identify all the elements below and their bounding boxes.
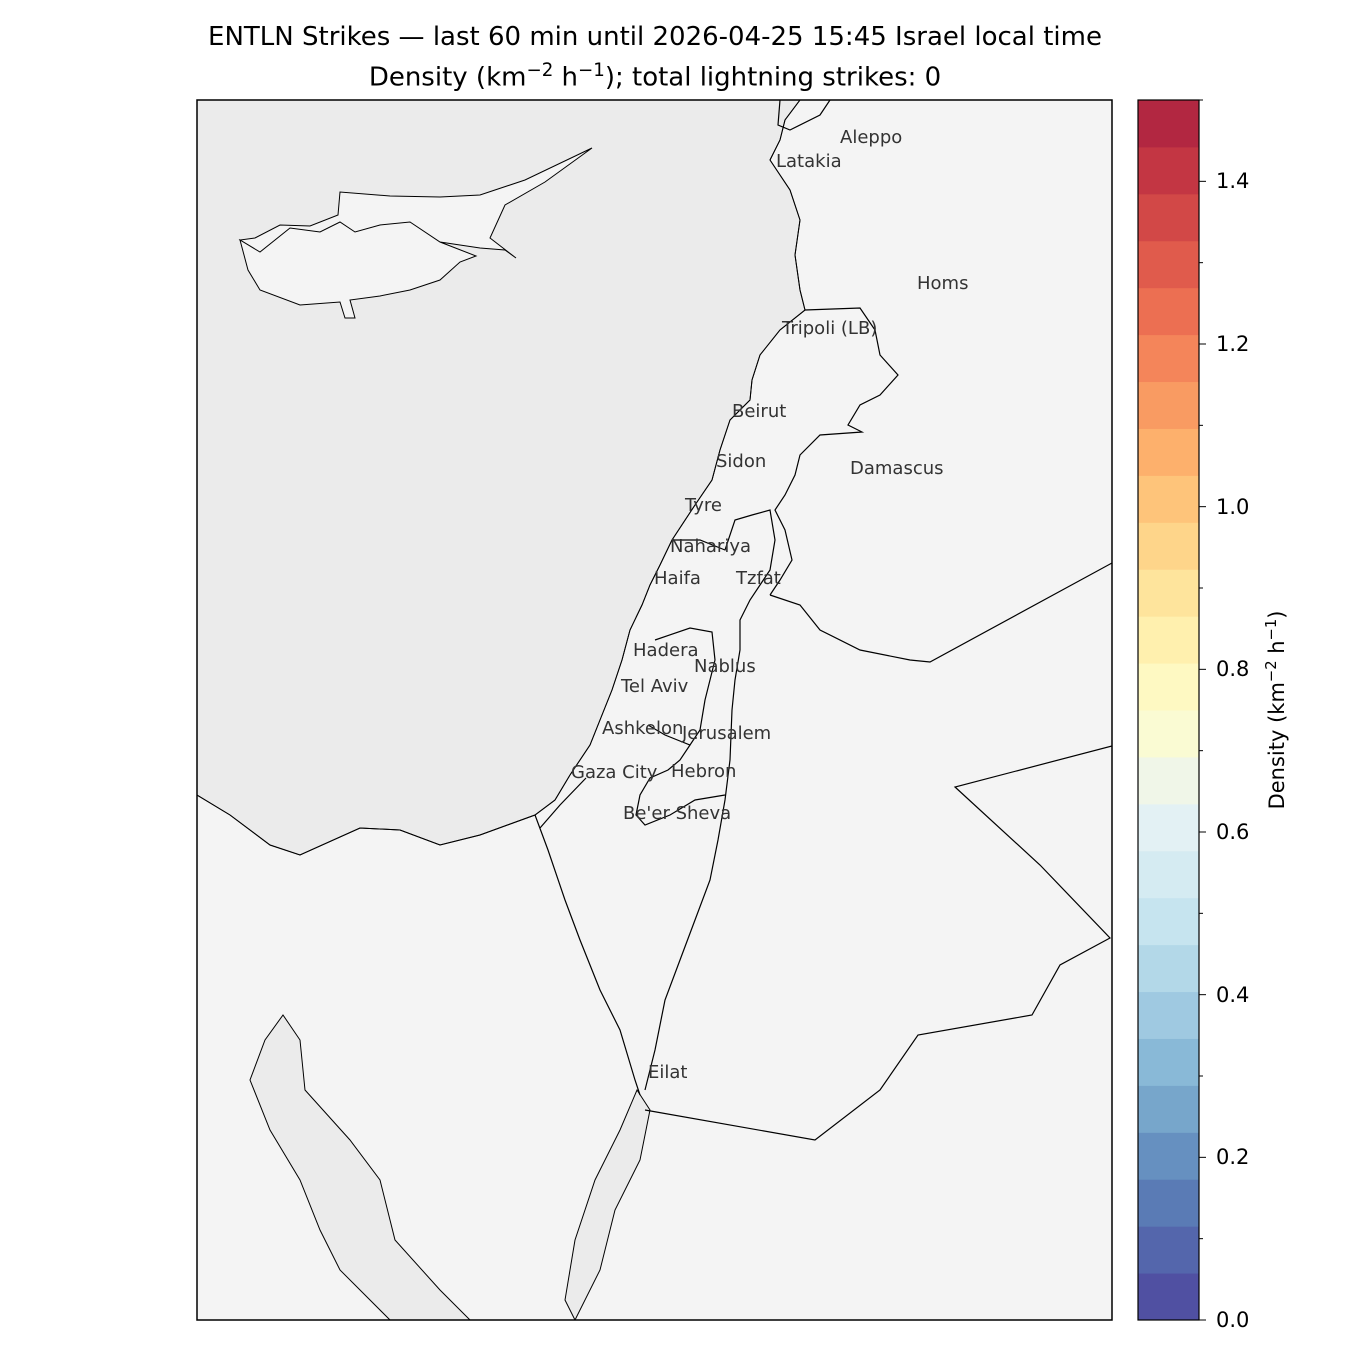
colorbar-tick-label: 0.6	[1216, 820, 1250, 844]
colorbar-segment	[1138, 1085, 1199, 1133]
gulf-of-suez	[249, 1014, 471, 1320]
colorbar-segment	[1138, 334, 1199, 383]
map-title: ENTLN Strikes — last 60 min until 2026-0…	[208, 22, 1102, 52]
city-label-hebron: Hebron	[671, 761, 736, 782]
colorbar-segment	[1138, 193, 1199, 242]
colorbar-tick-label: 1.4	[1216, 169, 1250, 194]
city-label-ashkelon: Ashkelon	[602, 718, 683, 739]
colorbar-segment	[1138, 428, 1199, 476]
city-label-homs: Homs	[917, 273, 968, 294]
city-labels: Aleppo Latakia Homs Tripoli (LB) Beirut Sidon…	[571, 127, 968, 1083]
gulf-of-aqaba	[564, 1088, 651, 1320]
colorbar	[1137, 99, 1206, 1321]
city-label-tyre: Tyre	[684, 495, 722, 516]
colorbar-segment	[1138, 944, 1199, 993]
colorbar-segment	[1138, 475, 1199, 523]
colorbar-segment	[1138, 1273, 1199, 1321]
city-label-damascus: Damascus	[850, 458, 944, 479]
colorbar-segment	[1138, 1179, 1199, 1227]
colorbar-segment	[1138, 850, 1199, 899]
colorbar-segment	[1138, 146, 1199, 195]
colorbar-segment	[1138, 240, 1199, 289]
city-label-tripoli-lb: Tripoli (LB)	[781, 318, 877, 339]
city-label-hadera: Hadera	[633, 640, 699, 661]
coastlines	[197, 100, 806, 856]
colorbar-frame	[1137, 99, 1200, 1321]
colorbar-segment	[1138, 381, 1199, 429]
map-frame	[196, 99, 1113, 1321]
city-label-aleppo: Aleppo	[840, 127, 902, 148]
city-label-tel-aviv: Tel Aviv	[620, 676, 689, 697]
city-label-nablus: Nablus	[694, 656, 756, 677]
colorbar-segment	[1138, 1038, 1199, 1086]
colorbar-segment	[1138, 710, 1199, 758]
cyprus-island	[238, 147, 593, 319]
colorbar-segment	[1138, 991, 1199, 1039]
colorbar-tick-label: 1.0	[1216, 494, 1250, 519]
city-label-beirut: Beirut	[732, 401, 786, 422]
map-subtitle: Density (km−2 h−1); total lightning stri…	[368, 60, 942, 93]
city-label-haifa: Haifa	[654, 568, 701, 589]
colorbar-segment	[1138, 1226, 1199, 1274]
colorbar-segment	[1138, 1132, 1199, 1180]
colorbar-segment	[1138, 287, 1199, 336]
city-label-tzfat: Tzfat	[735, 568, 781, 589]
colorbar-tick-label: 0.8	[1216, 657, 1250, 682]
colorbar-segment	[1138, 803, 1199, 852]
city-label-latakia: Latakia	[776, 151, 842, 172]
colorbar-segment	[1138, 616, 1199, 664]
colorbar-segment	[1138, 100, 1199, 148]
colorbar-tick-label: 1.2	[1216, 332, 1250, 356]
colorbar-label: Density (km−2 h−1)	[1263, 610, 1289, 810]
colorbar-tick-label: 0.0	[1216, 1308, 1250, 1332]
colorbar-segment	[1138, 663, 1199, 711]
city-label-sidon: Sidon	[716, 451, 766, 472]
colorbar-segment	[1138, 569, 1199, 617]
colorbar-tick-label: 0.4	[1216, 982, 1250, 1007]
city-label-nahariya: Nahariya	[670, 536, 751, 557]
city-label-gaza-city: Gaza City	[571, 762, 658, 783]
city-label-be-er-sheva: Be'er Sheva	[623, 803, 731, 824]
colorbar-segment	[1138, 897, 1199, 946]
colorbar-segment	[1138, 522, 1199, 570]
colorbar-tick-label: 0.2	[1216, 1145, 1250, 1170]
city-label-jerusalem: Jerusalem	[681, 723, 771, 744]
city-label-eilat: Eilat	[648, 1062, 687, 1083]
map-area: Aleppo Latakia Homs Tripoli (LB) Beirut Sidon…	[197, 100, 1112, 1320]
country-borders	[534, 100, 1112, 1141]
colorbar-segment	[1138, 756, 1199, 805]
